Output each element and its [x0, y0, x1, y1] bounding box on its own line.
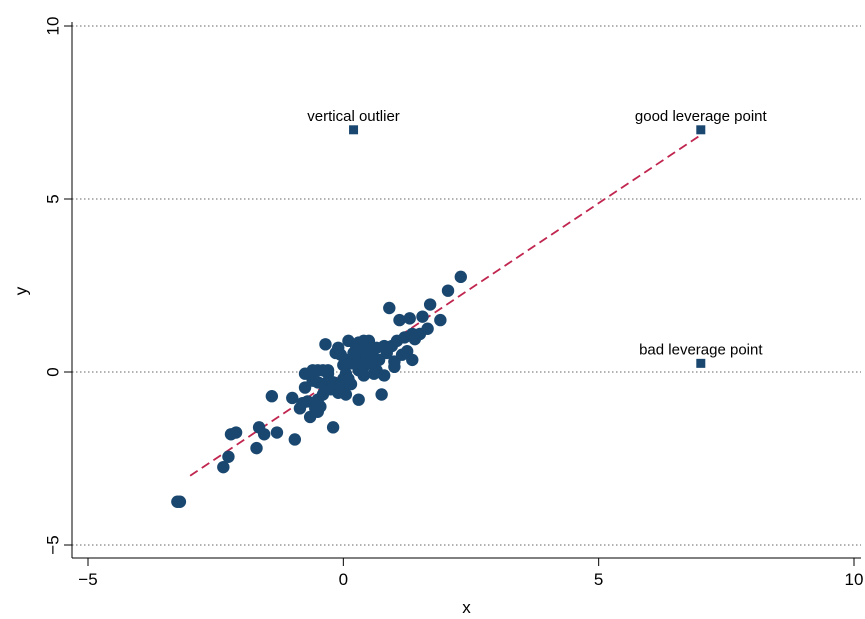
fit-line-group — [189, 134, 702, 477]
x-tick-label: −5 — [78, 570, 97, 589]
annotation-label: vertical outlier — [307, 108, 400, 125]
data-point — [217, 460, 230, 474]
data-point — [421, 322, 434, 335]
data-point — [344, 377, 358, 391]
fit-line — [189, 134, 702, 477]
data-point — [423, 298, 437, 311]
y-tick-label: 10 — [43, 17, 62, 36]
data-point — [393, 313, 406, 327]
data-point — [357, 369, 370, 382]
data-point — [286, 391, 299, 405]
y-tick-label: 5 — [43, 194, 62, 203]
grid-lines — [72, 25, 861, 546]
y-tick-label: 0 — [43, 367, 62, 376]
annotation-label: good leverage point — [635, 108, 768, 125]
data-point — [288, 433, 302, 446]
data-point — [229, 426, 243, 439]
data-point — [434, 313, 447, 327]
x-tick-label: 0 — [339, 570, 348, 589]
outlier-point — [696, 358, 706, 368]
outlier-point — [696, 125, 706, 135]
y-tick-label: −5 — [43, 535, 62, 554]
data-point — [403, 312, 416, 325]
x-tick-label: 10 — [845, 570, 864, 589]
data-point — [173, 495, 187, 508]
data-point — [339, 388, 353, 401]
axes — [71, 22, 861, 559]
data-points — [171, 125, 706, 508]
data-point — [265, 390, 279, 403]
outlier-point — [349, 125, 359, 135]
data-point — [454, 270, 467, 284]
data-point — [375, 388, 388, 401]
data-point — [326, 421, 340, 434]
data-point — [222, 450, 235, 463]
data-point — [250, 441, 263, 455]
data-point — [321, 364, 335, 377]
data-point — [383, 301, 396, 315]
data-point — [416, 310, 429, 323]
data-point — [388, 360, 401, 374]
data-point — [352, 393, 365, 406]
data-point — [270, 426, 284, 439]
data-point — [441, 284, 455, 297]
data-point — [377, 369, 391, 382]
x-axis-label: x — [462, 598, 471, 617]
data-point — [406, 353, 419, 367]
data-point — [314, 400, 327, 413]
x-tick-label: 5 — [594, 570, 603, 589]
annotation-label: bad leverage point — [639, 341, 763, 358]
data-point — [319, 338, 332, 351]
data-point — [257, 428, 271, 441]
annotations: vertical outlier good leverage point bad l… — [307, 108, 767, 359]
y-axis-label: y — [11, 286, 30, 295]
tick-marks: −5 0 5 10 −5 0 5 10 — [43, 17, 863, 589]
